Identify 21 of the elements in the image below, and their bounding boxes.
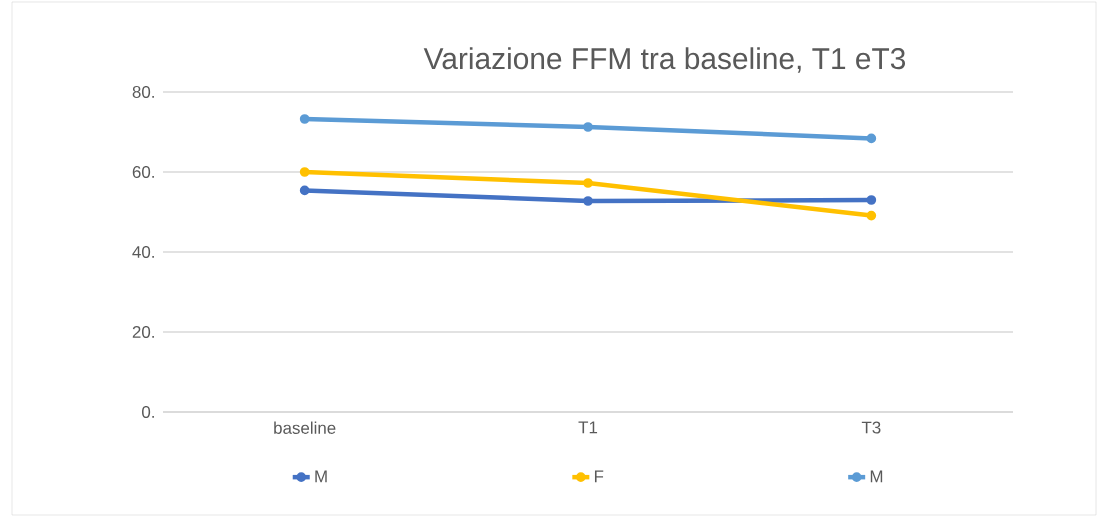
point xyxy=(299,185,310,196)
y-tick-label: 60. xyxy=(132,166,154,178)
y-tick-label: 20. xyxy=(132,326,154,338)
point xyxy=(866,133,877,144)
point xyxy=(583,178,593,188)
point xyxy=(583,122,593,132)
y-tick-label: 40. xyxy=(132,246,154,258)
point xyxy=(299,114,310,124)
point xyxy=(866,210,877,221)
x-tick-label: T1 xyxy=(578,421,598,434)
legend-label: F xyxy=(594,470,604,483)
chart-title: Variazione FFM tra baseline, T1 eT3 xyxy=(423,47,906,73)
x-tick-label: T3 xyxy=(861,421,881,434)
point xyxy=(299,167,310,177)
legend-label: M xyxy=(870,470,883,483)
point xyxy=(583,196,593,206)
point xyxy=(866,195,877,205)
y-tick-label: 80. xyxy=(132,86,154,99)
x-tick-label: baseline xyxy=(274,421,336,434)
legend-label: M xyxy=(315,470,327,483)
y-tick-label: 0. xyxy=(142,406,154,418)
